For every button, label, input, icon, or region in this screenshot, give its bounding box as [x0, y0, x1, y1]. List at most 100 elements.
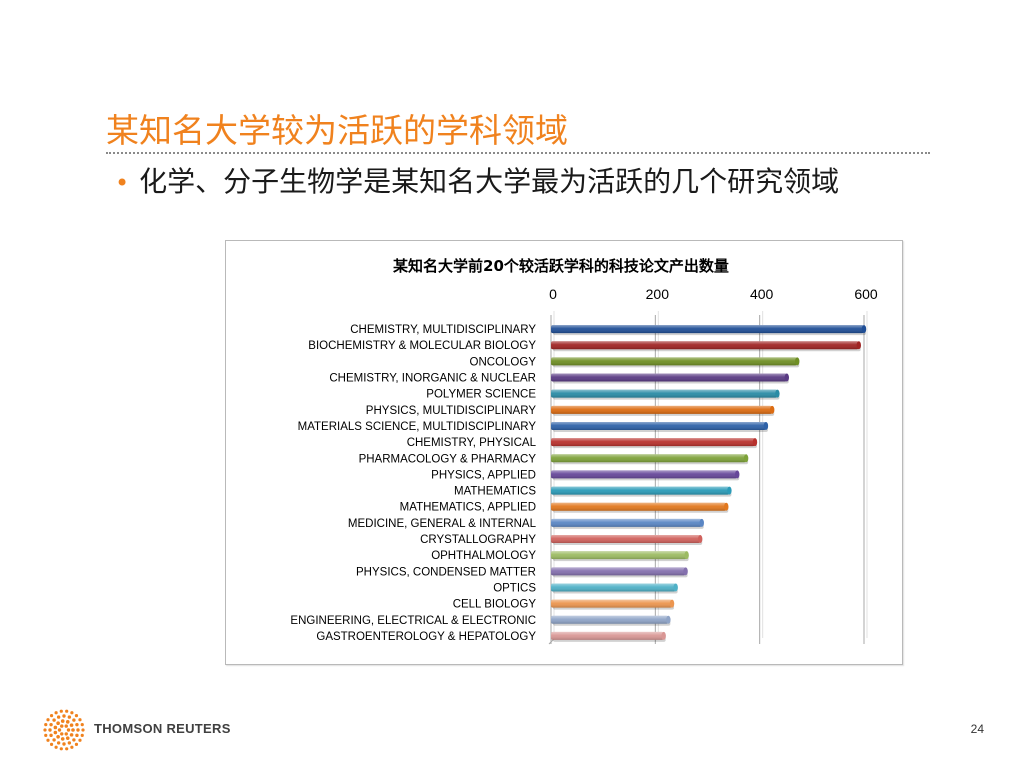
logo-dot [65, 709, 69, 713]
bar-end-cap [669, 599, 675, 608]
category-label: CHEMISTRY, MULTIDISCIPLINARY [350, 324, 536, 336]
category-label: PHYSICS, APPLIED [431, 469, 536, 481]
bar-highlight [551, 567, 686, 576]
bar-highlight [551, 599, 673, 608]
bar-highlight [551, 551, 687, 560]
logo-dot [74, 714, 79, 718]
bullet-icon: • [115, 169, 130, 197]
bar [551, 454, 749, 465]
bar [551, 551, 689, 562]
logo-dot [67, 715, 72, 719]
logo-dot [46, 718, 50, 722]
category-label: PHARMACOLOGY & PHARMACY [359, 453, 537, 465]
logo-dot [60, 724, 64, 728]
logo-dot [60, 719, 65, 723]
category-label: CRYSTALLOGRAPHY [420, 534, 536, 546]
bar [551, 535, 703, 546]
category-label: PHYSICS, CONDENSED MATTER [356, 566, 536, 578]
category-label: POLYMER SCIENCE [426, 389, 536, 401]
logo-dot [52, 718, 56, 722]
logo-dot [75, 722, 79, 727]
bar-end-cap [763, 421, 769, 430]
logo-dot [71, 728, 75, 732]
category-label: ONCOLOGY [470, 356, 537, 368]
title-divider [106, 152, 930, 154]
logo-dot [64, 724, 68, 728]
bar [551, 583, 678, 594]
logo-dot [56, 715, 61, 719]
brand-name: THOMSON REUTERS [94, 721, 231, 736]
logo-dot [70, 711, 74, 715]
bar-highlight [551, 341, 859, 350]
bar-highlight [551, 389, 778, 398]
logo-dot [76, 728, 80, 732]
logo-dot [57, 728, 62, 732]
bar-end-cap [724, 502, 729, 511]
logo-dot [80, 723, 84, 727]
chart-bars [551, 325, 867, 642]
logo-dot [53, 730, 58, 735]
logo-dot [78, 738, 82, 742]
bar [551, 502, 729, 513]
logo-dot [66, 728, 71, 732]
bar-highlight [551, 357, 798, 366]
bar-end-cap [795, 357, 800, 366]
page-number: 24 [970, 722, 984, 736]
logo-dot [49, 722, 53, 727]
bar-highlight [551, 583, 676, 592]
bar-highlight [551, 615, 669, 624]
logo-dot [53, 725, 58, 730]
x-tick-label: 400 [750, 286, 774, 302]
logo-dot [60, 737, 65, 741]
logo-dot [67, 741, 72, 745]
x-tick-label: 0 [549, 286, 557, 302]
bar-end-cap [752, 438, 758, 447]
bar-end-cap [775, 389, 780, 398]
category-label: CHEMISTRY, PHYSICAL [407, 437, 537, 449]
bar [551, 615, 671, 626]
logo-dot [54, 745, 58, 749]
logo-dot [72, 738, 76, 742]
bar-end-cap [735, 470, 740, 479]
bar [551, 438, 758, 449]
bar-chart: 某知名大学前20个较活跃学科的科技论文产出数量 0 200 400 600 CHEMI… [290, 257, 878, 645]
bar-end-cap [784, 373, 789, 382]
category-label: GASTROENTEROLOGY & HEPATOLOGY [316, 631, 536, 643]
bar [551, 518, 704, 529]
bar-highlight [551, 502, 727, 511]
logo-dot [56, 721, 60, 725]
bar-end-cap [743, 454, 749, 463]
bar-highlight [551, 405, 773, 414]
x-axis-ticks: 0 200 400 600 [549, 286, 878, 302]
logo-dot [81, 728, 85, 732]
bar [551, 421, 769, 432]
bullet-text: 化学、分子生物学是某知名大学最为活跃的几个研究领域 [139, 165, 840, 198]
category-label: MEDICINE, GENERAL & INTERNAL [348, 518, 537, 530]
logo-dot [70, 745, 74, 749]
bar [551, 486, 732, 497]
logo-dot [65, 720, 70, 724]
category-label: OPTICS [493, 582, 536, 594]
bar [551, 341, 861, 352]
bar-highlight [551, 631, 664, 640]
bar [551, 405, 775, 416]
category-label: CHEMISTRY, INORGANIC & NUCLEAR [329, 373, 536, 385]
bar-end-cap [666, 615, 671, 624]
logo-dot [75, 733, 79, 738]
logo-dot [69, 733, 74, 737]
bar-highlight [551, 454, 747, 463]
bar-highlight [551, 438, 755, 447]
bar-end-cap [684, 551, 689, 560]
logo-dot [64, 732, 68, 736]
x-tick-label: 200 [646, 286, 670, 302]
logo-dot [78, 718, 82, 722]
logo-dot [52, 738, 56, 742]
logo-dot [44, 723, 48, 727]
logo-dot [59, 747, 63, 751]
bar-end-cap [861, 325, 867, 334]
thomson-reuters-logo-icon [43, 709, 85, 751]
logo-dot [49, 714, 54, 718]
logo-dot [44, 733, 48, 737]
category-label: BIOCHEMISTRY & MOLECULAR BIOLOGY [308, 340, 536, 352]
chart-title: 某知名大学前20个较活跃学科的科技论文产出数量 [393, 257, 729, 275]
